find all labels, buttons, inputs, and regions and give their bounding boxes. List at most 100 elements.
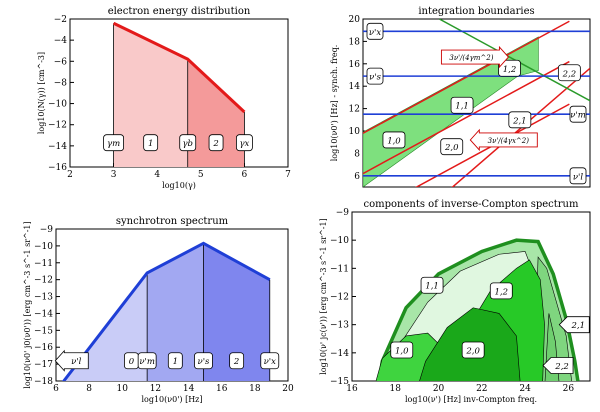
x-tick-label: 18 (390, 384, 402, 394)
hline-label-m: ν'm (570, 111, 586, 121)
marker-nu-s-box (194, 352, 213, 370)
y-tick-label: 16 (349, 60, 361, 70)
spectrum-curve (61, 241, 271, 381)
x-tick-label: 14 (183, 384, 195, 394)
marker-gamma-b: γb (182, 139, 193, 149)
red-boundary-line (415, 103, 570, 187)
region-label-1-1-box (450, 96, 474, 114)
y-tick-label: −18 (34, 377, 53, 387)
ic-label-1-0-box (390, 341, 414, 359)
y-tick-label: 8 (354, 149, 360, 159)
x-tick-label: 6 (242, 170, 248, 180)
region-label-1-0-box (382, 131, 406, 149)
y-tick-label: −9 (336, 208, 350, 218)
marker-nu-l-arrow (54, 349, 89, 372)
red-boundary-line (363, 20, 570, 134)
ic-label-1-2: 1,2 (495, 287, 509, 297)
hline-label-x-box (366, 22, 384, 40)
y-tick-label: −16 (34, 343, 53, 353)
region-label-2-2-box (557, 64, 581, 82)
distribution-curve (112, 21, 246, 114)
marker-gamma-m: γm (107, 139, 120, 149)
region-label-2-1: 2,1 (512, 116, 527, 126)
region-label-1: 1 (148, 139, 153, 149)
y-tick-label: 6 (354, 172, 360, 182)
region-label-2-1-box (508, 111, 532, 129)
x-tick-label: 12 (150, 384, 161, 394)
area-region-2 (187, 59, 245, 167)
x-tick-label: 7 (285, 170, 291, 180)
y-tick-label: −10 (48, 100, 67, 110)
ic-label-1-0: 1,0 (395, 347, 409, 357)
region-label-2-0-box (440, 138, 464, 156)
panel-electron-distribution: electron energy distribution 2 3 4 5 6 7 −2 −4 −6… (37, 6, 291, 190)
panel-title: synchrotron spectrum (116, 216, 229, 227)
y-tick-label: −16 (48, 163, 67, 173)
x-tick-label: 24 (519, 384, 531, 394)
y-tick-label: −14 (330, 349, 349, 359)
x-tick-label: 16 (216, 384, 228, 394)
x-tick-label: 16 (346, 384, 358, 394)
region-label-2-0: 2,0 (444, 143, 459, 153)
ic-label-1-1-box (420, 276, 444, 294)
x-tick-label: 6 (53, 384, 59, 394)
y-axis-label: log10(N(γ)) [cm^-3] (37, 52, 46, 134)
ic-label-2-1-pointer (558, 316, 590, 334)
ic-label-2-0-box (461, 341, 485, 359)
y-tick-label: −10 (330, 236, 349, 246)
spectrum-region-1 (147, 243, 204, 381)
marker-nu-x: ν'x (264, 357, 277, 367)
plot-frame (362, 18, 591, 188)
marker-nu-m-box (137, 352, 157, 370)
y-tick-label: −12 (330, 293, 349, 303)
y-tick-label: 18 (349, 37, 361, 47)
y-tick-label: −4 (54, 36, 68, 46)
ic-label-2-0: 2,0 (465, 347, 480, 357)
region-label-1-0: 1,0 (387, 136, 401, 146)
hline-label-x: ν'x (369, 28, 382, 38)
region-label-1-2-box (498, 59, 521, 77)
y-tick-label: −8 (54, 78, 68, 88)
x-tick-label: 4 (154, 170, 160, 180)
region-label-1-2: 1,2 (503, 65, 517, 75)
red-boundary-line (451, 67, 590, 187)
x-tick-label: 20 (282, 384, 294, 394)
marker-gamma-x: γx (239, 139, 249, 149)
x-tick-label: 8 (86, 384, 92, 394)
marker-nu-s: ν's (198, 357, 211, 367)
y-tick-label: −17 (34, 360, 53, 370)
boundary-label-gamma-x-arrow (469, 128, 538, 152)
marker-gamma-x-box (235, 134, 253, 152)
y-tick-label: −13 (34, 293, 53, 303)
panel-title: integration boundaries (418, 6, 534, 17)
ic-label-2-2-pointer (542, 357, 574, 374)
x-tick-label: 2 (67, 170, 73, 180)
marker-gamma-m-box (103, 134, 124, 152)
y-tick-label: −2 (54, 15, 67, 25)
x-tick-label: 5 (198, 170, 204, 180)
hline-label-s: ν's (369, 73, 382, 83)
y-tick-label: −10 (34, 242, 53, 252)
ic-label-1-1: 1,1 (425, 282, 439, 292)
marker-nu-m: ν'm (139, 357, 155, 367)
x-tick-label: 20 (433, 384, 445, 394)
ic-label-2-2: 2,2 (554, 362, 569, 372)
y-tick-label: −9 (40, 225, 54, 235)
y-tick-label: −6 (54, 57, 68, 67)
region-label-1-1: 1,1 (455, 102, 469, 112)
panel-title: electron energy distribution (108, 6, 251, 17)
y-tick-label: −14 (48, 142, 67, 152)
region-label-1-box (143, 134, 159, 152)
y-tick-label: −13 (330, 321, 349, 331)
ic-label-2-1: 2,1 (571, 321, 586, 331)
boundary-label-gamma-m-arrow (440, 45, 510, 69)
marker-nu-x-box (260, 352, 280, 370)
y-tick-label: 12 (349, 105, 360, 115)
hline-label-l-box (569, 167, 587, 185)
boundary-label-gamma-x: 3ν'/(4γx^2) (488, 137, 530, 145)
y-tick-label: −14 (34, 309, 53, 319)
area-region-1 (113, 23, 188, 167)
x-tick-label: 26 (563, 384, 575, 394)
